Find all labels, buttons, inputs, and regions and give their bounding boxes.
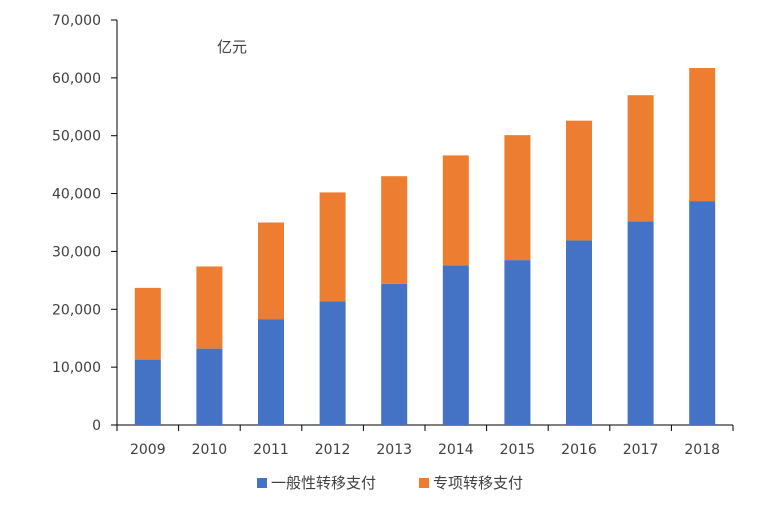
legend-swatch xyxy=(419,478,429,488)
x-tick-label: 2011 xyxy=(253,442,289,458)
bar-general-transfer-2014 xyxy=(442,265,469,425)
bar-general-transfer-2011 xyxy=(258,319,284,425)
legend-swatch xyxy=(257,478,267,488)
x-tick-label: 2017 xyxy=(623,442,659,458)
x-tick-label: 2010 xyxy=(192,442,228,458)
x-tick-label: 2014 xyxy=(438,442,474,458)
x-tick-labels: 2009 2010 2011 2012 2013 2014 2015 2016 2017 2018 xyxy=(116,425,734,458)
y-tick-label: 10,000 xyxy=(52,360,101,376)
bar-general-transfer-2013 xyxy=(381,283,408,425)
bar-special-transfer-2017 xyxy=(627,95,654,222)
bar-general-transfer-2018 xyxy=(689,201,716,425)
legend-label: 专项转移支付 xyxy=(433,474,523,492)
x-tick-label: 2009 xyxy=(130,442,166,458)
y-tick-labels: 0 10,000 20,000 30,000 40,000 50,000 60,000 70,… xyxy=(52,13,117,434)
bar-special-transfer-2015 xyxy=(504,135,531,261)
bar-special-transfer-2012 xyxy=(319,192,346,302)
bar-general-transfer-2009 xyxy=(134,359,161,425)
bar-special-transfer-2010 xyxy=(196,266,223,349)
bar-general-transfer-2016 xyxy=(566,240,592,425)
x-tick-label: 2018 xyxy=(684,442,720,458)
bar-special-transfer-2011 xyxy=(258,222,284,320)
unit-label: 亿元 xyxy=(217,38,247,56)
x-tick-label: 2013 xyxy=(376,442,412,458)
legend-label: 一般性转移支付 xyxy=(271,474,376,492)
x-tick-label: 2012 xyxy=(315,442,351,458)
y-tick-label: 60,000 xyxy=(52,71,101,87)
bars xyxy=(134,68,716,425)
bar-general-transfer-2010 xyxy=(196,348,223,425)
x-tick-label: 2015 xyxy=(500,442,536,458)
y-tick-label: 30,000 xyxy=(52,244,101,260)
bar-special-transfer-2014 xyxy=(442,155,469,266)
bar-special-transfer-2009 xyxy=(134,287,161,360)
bar-general-transfer-2012 xyxy=(319,301,346,425)
legend: 一般性转移支付 专项转移支付 xyxy=(257,474,523,492)
x-tick-label: 2016 xyxy=(561,442,597,458)
y-tick-label: 20,000 xyxy=(52,302,101,318)
bar-general-transfer-2017 xyxy=(627,221,654,425)
bar-special-transfer-2013 xyxy=(381,176,408,284)
bar-general-transfer-2015 xyxy=(504,260,531,425)
y-tick-label: 70,000 xyxy=(52,13,101,29)
y-tick-label: 40,000 xyxy=(52,187,101,203)
y-tick-label: 50,000 xyxy=(52,129,101,145)
bar-special-transfer-2018 xyxy=(689,68,716,202)
bar-special-transfer-2016 xyxy=(566,120,592,241)
y-tick-label: 0 xyxy=(92,418,101,434)
